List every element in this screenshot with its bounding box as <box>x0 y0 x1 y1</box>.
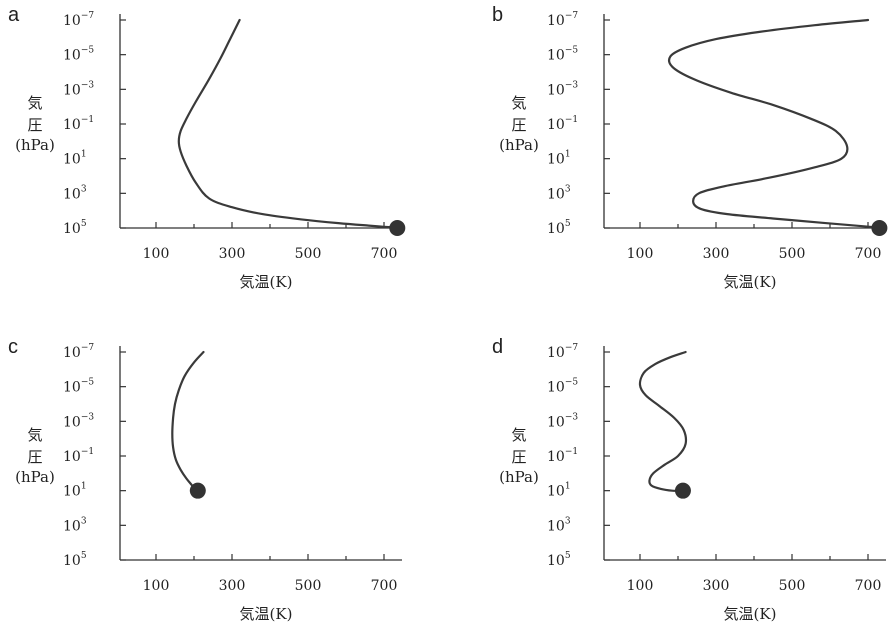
y-tick-label: 10−5 <box>547 46 578 64</box>
x-tick-label: 500 <box>779 578 806 594</box>
panel-letter: c <box>8 336 18 358</box>
x-tick-label: 500 <box>779 246 806 262</box>
surface-point <box>871 220 888 236</box>
y-tick-label: 10−5 <box>63 46 94 64</box>
y-tick-label: 10−3 <box>63 80 94 98</box>
y-axis-title: 圧 <box>511 116 526 134</box>
y-tick-label: 10−3 <box>63 412 94 430</box>
x-tick-label: 100 <box>143 246 170 262</box>
y-axis-title: 圧 <box>27 116 42 134</box>
x-axis-title: 気温(K) <box>240 273 293 291</box>
y-axis-title: 気 <box>511 426 526 444</box>
y-axis-title: (hPa) <box>15 136 55 154</box>
y-tick-label: 101 <box>547 150 571 168</box>
surface-point <box>674 482 691 499</box>
x-axis-title: 気温(K) <box>240 605 293 623</box>
panel-d: d 10−7 10−5 10−3 10−1 101 103 105 100 300 500 700 気温… <box>492 336 886 623</box>
y-tick-label: 10−7 <box>547 11 578 29</box>
y-tick-label: 10−3 <box>547 80 578 98</box>
panel-c: c 10−7 10−5 10−3 10−1 101 103 105 100 300 500 700 気温… <box>8 336 402 623</box>
y-tick-label: 10−5 <box>547 378 578 396</box>
y-tick-label: 101 <box>547 482 571 500</box>
x-tick-label: 300 <box>703 578 730 594</box>
y-axis-title: 気 <box>27 94 42 112</box>
y-axis-title: (hPa) <box>499 136 539 154</box>
y-tick-label: 105 <box>547 551 571 569</box>
y-tick-label: 105 <box>63 551 87 569</box>
y-tick-label: 10−7 <box>547 343 578 361</box>
y-tick-label: 105 <box>547 219 571 237</box>
y-tick-label: 101 <box>63 150 87 168</box>
y-axis-title: 圧 <box>27 448 42 466</box>
y-tick-label: 10−1 <box>63 115 94 133</box>
panel-letter: a <box>8 4 20 26</box>
x-tick-label: 700 <box>371 246 398 262</box>
x-tick-label: 500 <box>295 246 322 262</box>
y-tick-label: 105 <box>63 219 87 237</box>
temperature-profile-line <box>638 350 688 492</box>
x-axis-title: 気温(K) <box>724 273 777 291</box>
y-tick-label: 10−5 <box>63 378 94 396</box>
y-tick-label: 103 <box>547 516 571 534</box>
y-tick-label: 10−1 <box>547 115 578 133</box>
temperature-profile-line <box>667 18 877 229</box>
surface-point <box>189 482 206 499</box>
temperature-profile-line <box>177 18 397 229</box>
x-tick-label: 100 <box>627 246 654 262</box>
y-tick-label: 10−7 <box>63 343 94 361</box>
y-axis-title: (hPa) <box>499 468 539 486</box>
y-tick-label: 10−1 <box>547 447 578 465</box>
y-tick-label: 10−3 <box>547 412 578 430</box>
x-tick-label: 100 <box>143 578 170 594</box>
y-tick-label: 10−7 <box>63 11 94 29</box>
x-tick-label: 700 <box>855 578 882 594</box>
y-tick-label: 103 <box>63 184 87 202</box>
y-axis-title: 気 <box>511 94 526 112</box>
y-tick-label: 103 <box>547 184 571 202</box>
panel-a: a 10−7 10−5 10−3 10−1 101 103 105 100 300 500 700 気温… <box>8 4 406 291</box>
surface-point <box>389 220 406 236</box>
x-tick-label: 100 <box>627 578 654 594</box>
y-axis-title: 気 <box>27 426 42 444</box>
panel-b: b 10−7 10−5 10−3 10−1 101 103 105 100 300 500 700 気温… <box>492 4 888 291</box>
y-tick-label: 10−1 <box>63 447 94 465</box>
x-axis-title: 気温(K) <box>724 605 777 623</box>
panel-letter: d <box>492 336 503 358</box>
y-tick-label: 103 <box>63 516 87 534</box>
x-tick-label: 300 <box>703 246 730 262</box>
x-tick-label: 300 <box>219 578 246 594</box>
y-axis-title: (hPa) <box>15 468 55 486</box>
x-tick-label: 700 <box>371 578 398 594</box>
x-tick-label: 300 <box>219 246 246 262</box>
panel-letter: b <box>492 4 503 26</box>
x-tick-label: 700 <box>855 246 882 262</box>
y-axis-title: 圧 <box>511 448 526 466</box>
temperature-profile-line <box>171 350 205 492</box>
x-tick-label: 500 <box>295 578 322 594</box>
y-tick-label: 101 <box>63 482 87 500</box>
